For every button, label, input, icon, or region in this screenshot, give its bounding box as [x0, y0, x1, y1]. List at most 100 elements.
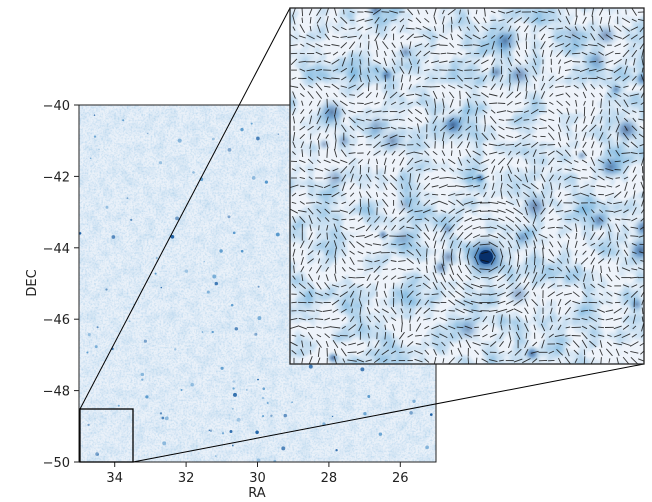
whisker [473, 16, 480, 25]
whisker [464, 333, 473, 338]
whisker [449, 133, 455, 140]
whisker [448, 357, 455, 364]
whisker [565, 326, 571, 329]
whisker [449, 263, 455, 275]
main-map-source [93, 135, 97, 138]
main-map-axes: 34 32 30 28 26 −40−42−44−46−48−50 RA DEC [25, 99, 437, 501]
whisker [465, 91, 472, 99]
whisker [515, 273, 521, 282]
whisker [457, 265, 463, 274]
whisker [383, 26, 387, 32]
whisker [364, 101, 374, 106]
whisker [506, 110, 513, 113]
whisker [365, 242, 373, 246]
whisker [639, 42, 644, 50]
whisker [574, 15, 578, 26]
whisker [530, 183, 539, 190]
whisker [500, 190, 503, 200]
whisker [375, 199, 379, 207]
whisker [457, 157, 463, 166]
whisker [590, 232, 596, 241]
whisker [400, 289, 404, 299]
whisker [488, 143, 498, 147]
whisker [449, 240, 454, 249]
whisker [590, 216, 595, 223]
main-map-source [105, 205, 109, 209]
main-map-source [227, 215, 231, 219]
whisker [507, 240, 513, 249]
main-map-source [184, 269, 189, 273]
whisker [513, 308, 523, 314]
main-map-source [220, 366, 224, 370]
whisker [564, 356, 572, 364]
whisker [506, 274, 513, 282]
whisker [496, 110, 507, 113]
main-map-source [240, 127, 244, 132]
main-map-source [266, 401, 269, 405]
whisker [481, 342, 489, 346]
main-map-source [412, 399, 416, 403]
whisker [299, 159, 306, 164]
x-tick-label: 28 [321, 471, 338, 486]
whisker [450, 256, 453, 266]
whisker [324, 44, 331, 47]
whisker [607, 92, 612, 98]
whisker [298, 317, 306, 321]
whisker [599, 16, 603, 24]
whisker [508, 150, 512, 156]
whisker [376, 50, 378, 57]
whisker [541, 167, 545, 173]
whisker [607, 217, 612, 222]
whisker [523, 215, 530, 224]
whisker [573, 84, 579, 89]
whisker [342, 117, 345, 123]
whisker [637, 18, 644, 22]
whisker [597, 283, 605, 289]
whisker [590, 83, 596, 90]
whisker [541, 49, 545, 58]
whisker [573, 76, 580, 80]
whisker [481, 167, 489, 172]
main-map-source [117, 404, 120, 407]
whisker [382, 198, 389, 207]
whisker [316, 282, 322, 290]
whisker [557, 218, 563, 221]
whisker [417, 200, 420, 206]
whisker [383, 33, 388, 41]
whisker [332, 308, 339, 313]
whisker [449, 274, 455, 282]
whisker [533, 291, 537, 297]
whisker [604, 192, 614, 197]
whisker [348, 333, 356, 338]
whisker [533, 247, 536, 259]
whisker [331, 59, 340, 65]
whisker [572, 69, 580, 72]
whisker [465, 125, 472, 131]
whisker [406, 33, 414, 41]
whisker [499, 359, 504, 362]
whisker [596, 68, 606, 72]
whisker [407, 350, 413, 354]
whisker [458, 25, 462, 32]
whisker [525, 82, 528, 92]
whisker [359, 207, 362, 216]
whisker [556, 258, 563, 264]
whisker [439, 60, 448, 64]
whisker [621, 108, 631, 115]
whisker [472, 150, 481, 156]
whisker [438, 200, 448, 206]
whisker [580, 309, 589, 312]
whisker [341, 124, 347, 132]
whisker [316, 334, 322, 338]
whisker [641, 191, 644, 198]
whisker [629, 93, 640, 97]
whisker [389, 91, 398, 99]
whisker [539, 273, 547, 282]
whisker [515, 291, 522, 297]
main-map-source [208, 429, 211, 432]
whisker [433, 356, 437, 364]
whisker [333, 148, 338, 158]
whisker [315, 82, 323, 91]
whisker [548, 333, 554, 338]
whisker [605, 348, 613, 357]
